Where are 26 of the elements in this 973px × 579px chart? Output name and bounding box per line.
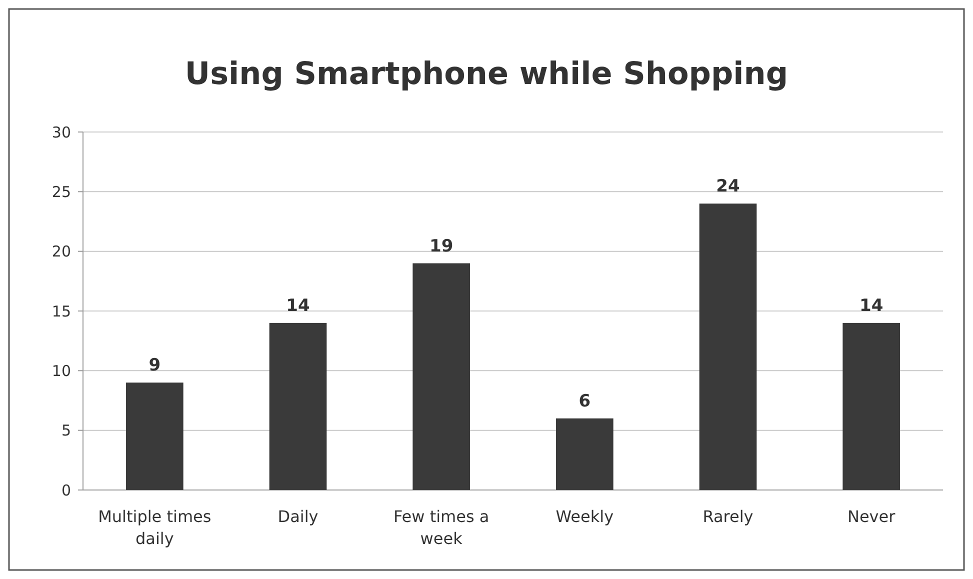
data-label: 9 xyxy=(148,356,161,376)
bar xyxy=(842,322,900,490)
bar xyxy=(126,382,184,490)
x-tick-label: Rarely xyxy=(702,507,754,526)
x-tick-label: Weekly xyxy=(556,507,614,526)
data-label: 6 xyxy=(578,391,591,412)
data-label: 14 xyxy=(859,296,884,316)
data-label: 24 xyxy=(716,176,740,197)
data-label: 14 xyxy=(286,296,310,316)
y-tick-label: 0 xyxy=(61,481,71,500)
y-tick-label: 15 xyxy=(52,302,71,320)
bar xyxy=(412,263,470,490)
y-tick-label: 20 xyxy=(52,242,71,261)
y-tick-label: 25 xyxy=(52,182,71,201)
y-tick-label: 5 xyxy=(61,422,71,440)
data-label: 19 xyxy=(429,236,454,256)
x-tick-label: Multiple times daily xyxy=(98,507,212,548)
y-tick-label: 30 xyxy=(52,123,71,142)
chart-title: Using Smartphone while Shopping xyxy=(184,56,788,92)
bar xyxy=(699,204,757,490)
bar xyxy=(269,322,327,490)
x-tick-label: Daily xyxy=(278,507,318,526)
x-tick-label: Never xyxy=(847,507,896,526)
bar xyxy=(556,418,614,490)
x-tick-label: Few times a week xyxy=(393,507,490,548)
y-tick-label: 10 xyxy=(52,362,71,380)
